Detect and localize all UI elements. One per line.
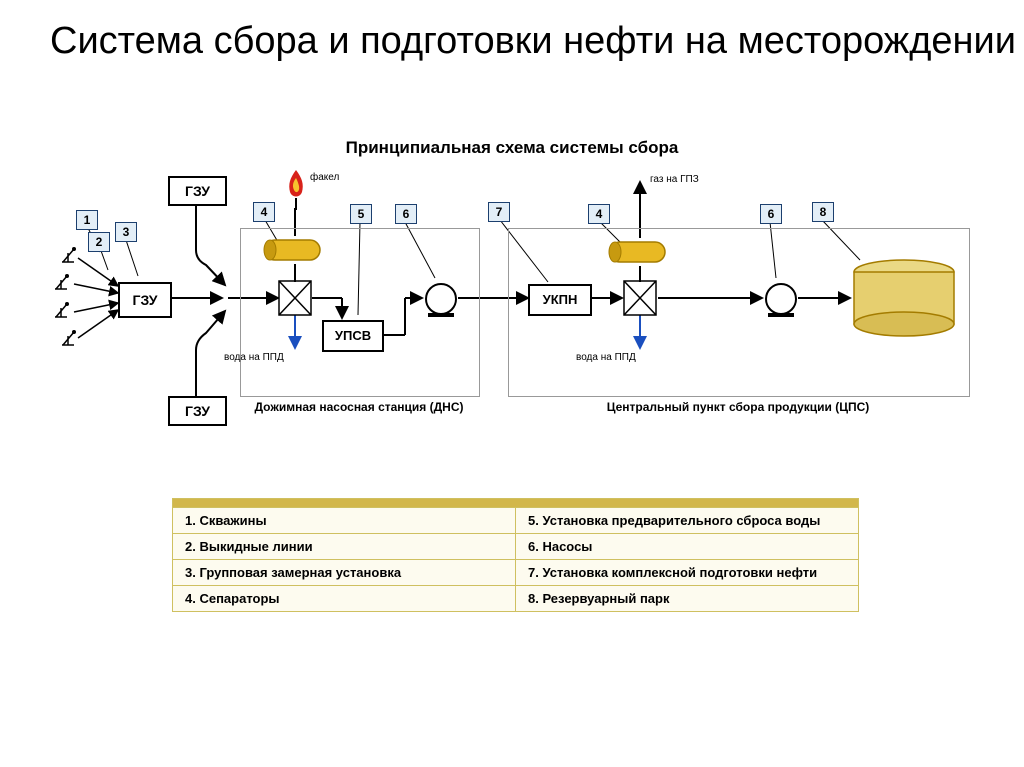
legend-cell: 6. Насосы — [516, 534, 858, 559]
dns-caption: Дожимная насосная станция (ДНС) — [240, 400, 478, 414]
page-title: Система сбора и подготовки нефти на мест… — [50, 20, 1016, 64]
pump-icon — [422, 280, 460, 318]
callout-1: 1 — [76, 210, 98, 230]
flare-label: факел — [310, 172, 339, 183]
gzu-box-bottom: ГЗУ — [168, 396, 227, 426]
gas-gpz-label: газ на ГПЗ — [650, 174, 699, 185]
legend-cell: 7. Установка комплексной подготовки нефт… — [516, 560, 858, 585]
legend-row: 2. Выкидные линии 6. Насосы — [173, 533, 858, 559]
ukpn-box: УКПН — [528, 284, 592, 316]
gzu-box-top: ГЗУ — [168, 176, 227, 206]
pump-icon — [762, 280, 800, 318]
legend-cell: 2. Выкидные линии — [173, 534, 516, 559]
water-ppd-label-1: вода на ППД — [224, 352, 284, 363]
water-ppd-label-2: вода на ППД — [576, 352, 636, 363]
callout-3: 3 — [115, 222, 137, 242]
legend-cell: 1. Скважины — [173, 508, 516, 533]
legend-cell: 5. Установка предварительного сброса вод… — [516, 508, 858, 533]
connect-line — [638, 266, 642, 282]
legend-cell: 3. Групповая замерная установка — [173, 560, 516, 585]
diagram-container: 1 2 3 4 5 6 7 4 6 8 ГЗУ ГЗУ ГЗУ Дожимная… — [60, 160, 980, 460]
legend-cell: 8. Резервуарный парк — [516, 586, 858, 611]
callout-6b: 6 — [760, 204, 782, 224]
legend-row: 1. Скважины 5. Установка предварительног… — [173, 507, 858, 533]
connect-line — [293, 264, 297, 282]
callout-5: 5 — [350, 204, 372, 224]
crossbox-icon — [623, 280, 657, 316]
gzu-box-main: ГЗУ — [118, 282, 172, 318]
upsv-box: УПСВ — [322, 320, 384, 352]
legend-cell: 4. Сепараторы — [173, 586, 516, 611]
dns-caption-text: Дожимная насосная станция (ДНС) — [254, 400, 463, 414]
flame-icon — [284, 168, 308, 210]
separator-icon — [605, 238, 675, 268]
callout-6: 6 — [395, 204, 417, 224]
cps-caption-text: Центральный пункт сбора продукции (ЦПС) — [607, 400, 870, 414]
diagram-subtitle: Принципиальная схема системы сбора — [0, 138, 1024, 158]
callout-8: 8 — [812, 202, 834, 222]
callout-4: 4 — [253, 202, 275, 222]
callout-4b: 4 — [588, 204, 610, 224]
legend-table: 1. Скважины 5. Установка предварительног… — [172, 498, 859, 612]
legend-row: 4. Сепараторы 8. Резервуарный парк — [173, 585, 858, 611]
tank-icon — [850, 258, 958, 338]
legend-header — [173, 499, 858, 507]
cps-caption: Центральный пункт сбора продукции (ЦПС) — [508, 400, 968, 414]
separator-icon — [260, 236, 330, 266]
callout-7: 7 — [488, 202, 510, 222]
legend-row: 3. Групповая замерная установка 7. Устан… — [173, 559, 858, 585]
crossbox-icon — [278, 280, 312, 316]
callout-2: 2 — [88, 232, 110, 252]
